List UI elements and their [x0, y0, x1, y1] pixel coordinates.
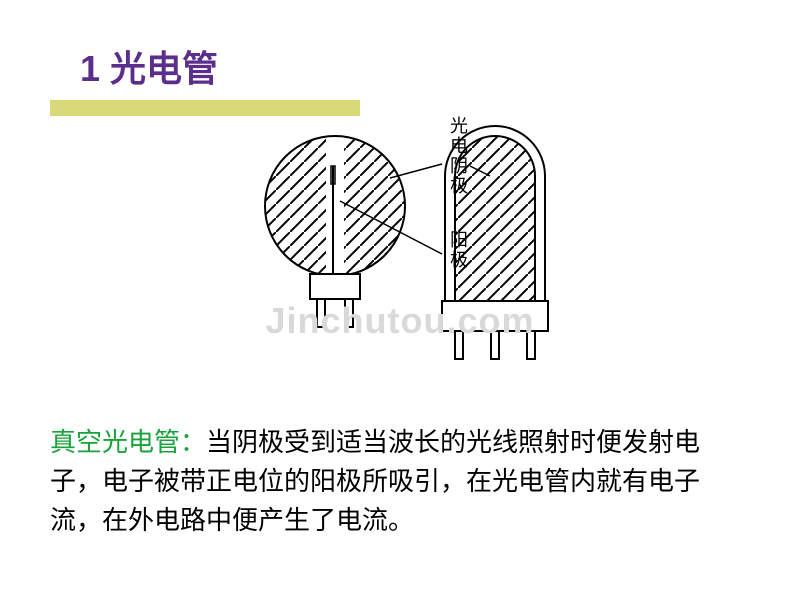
- svg-text:极: 极: [450, 250, 468, 270]
- slide: 1 光电管 光电阴极阳极 Jinchutou.com 真空光电管：当阴极受到适当…: [0, 0, 800, 600]
- phototube-diagram: 光电阴极阳极: [220, 106, 580, 386]
- svg-text:光: 光: [450, 116, 468, 136]
- svg-text:阴: 阴: [450, 156, 468, 176]
- diagram-container: 光电阴极阳极: [50, 106, 750, 386]
- svg-text:电: 电: [450, 136, 468, 156]
- term-label: 真空光电管：: [50, 427, 206, 457]
- svg-text:阳: 阳: [450, 230, 468, 250]
- slide-title: 1 光电管: [50, 40, 750, 92]
- description-paragraph: 真空光电管：当阴极受到适当波长的光线照射时便发射电子，电子被带正电位的阳极所吸引…: [50, 423, 750, 540]
- svg-text:极: 极: [450, 176, 468, 196]
